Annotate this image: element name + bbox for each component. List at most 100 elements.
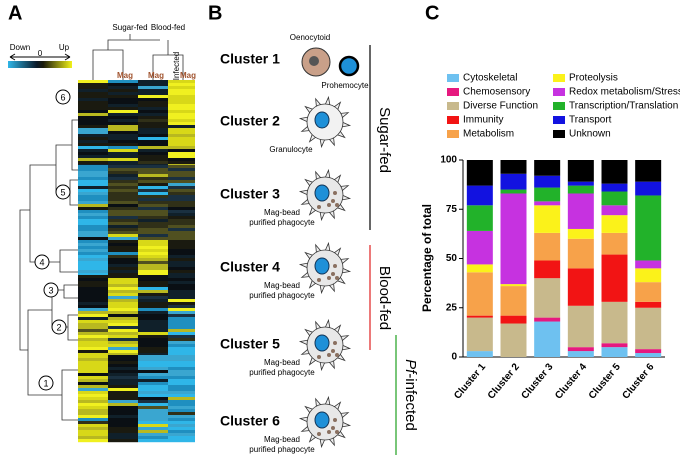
cell-nucleus (314, 334, 330, 352)
legend-swatch (553, 130, 565, 138)
heatmap-stripe (138, 296, 168, 300)
mag-bead (335, 203, 339, 207)
heatmap-stripe (168, 341, 195, 345)
heatmap-stripe (108, 270, 138, 274)
heatmap-stripe (168, 155, 195, 159)
legend-swatch (447, 74, 459, 82)
heatmap-stripe (168, 219, 195, 223)
cluster-diagram: Cluster 1 Cluster 2 Cluster 3 Cluster 4 Clus… (220, 33, 369, 454)
heatmap-stripe (138, 174, 168, 178)
heatmap-stripe (78, 146, 108, 150)
heatmap-stripe (78, 234, 108, 238)
heatmap-stripe (78, 311, 108, 315)
heatmap-stripe (138, 210, 168, 214)
heatmap-stripe (108, 311, 138, 315)
heatmap-stripe (168, 358, 195, 362)
heatmap-stripe (168, 231, 195, 235)
heatmap-stripe (138, 329, 168, 333)
heatmap-stripe (78, 335, 108, 339)
heatmap-stripe (138, 80, 168, 84)
heatmap-stripe (138, 308, 168, 312)
x-tick-label: Cluster 1 (452, 361, 488, 401)
legend-label: Immunity (463, 115, 504, 126)
mag-bead (327, 203, 331, 207)
legend-label: Chemosensory (463, 87, 530, 98)
bar-segment (601, 215, 628, 233)
heatmap-stripe (168, 86, 195, 90)
heatmap-stripe (138, 397, 168, 401)
heatmap-stripe (78, 275, 108, 279)
phagocyte (298, 95, 352, 149)
heatmap-stripe (138, 101, 168, 105)
heatmap-stripe (78, 376, 108, 380)
panel-label: B (208, 2, 222, 24)
heatmap-stripe (108, 83, 138, 87)
heatmap-stripe (168, 140, 195, 144)
legend-label: Cytoskeletal (463, 73, 517, 84)
heatmap-stripe (168, 436, 195, 440)
heatmap-stripe (138, 171, 168, 175)
heatmap-stripe (168, 284, 195, 288)
heatmap-stripe (108, 290, 138, 294)
column-tag: Mag (148, 71, 164, 80)
heatmap-stripe (108, 267, 138, 271)
heatmap-stripe (108, 201, 138, 205)
bar-segment (534, 317, 561, 322)
heatmap-stripe (78, 240, 108, 244)
heatmap-stripe (168, 189, 195, 193)
heatmap-stripe (168, 302, 195, 306)
heatmap-stripe (138, 225, 168, 229)
cell-label: Granulocyte (269, 145, 313, 154)
legend-swatch (553, 74, 565, 82)
heatmap-stripe (108, 246, 138, 250)
heatmap-stripe (168, 406, 195, 410)
cluster-circle (38, 375, 54, 391)
heatmap-stripe (108, 373, 138, 377)
heatmap-stripe (168, 385, 195, 389)
heatmap-stripe (138, 240, 168, 244)
heatmap-stripe (138, 412, 168, 416)
heatmap-stripe (138, 415, 168, 419)
heatmap-stripe (108, 186, 138, 190)
heatmap-stripe (78, 195, 108, 199)
heatmap-stripe (168, 237, 195, 241)
bar-segment (466, 160, 493, 186)
heatmap-stripe (108, 149, 138, 153)
bar-segment (466, 351, 493, 357)
heatmap-stripe (108, 174, 138, 178)
heatmap-stripe (108, 376, 138, 380)
heatmap-stripe (78, 95, 108, 99)
heatmap-stripe (168, 137, 195, 141)
x-tick-label: Cluster 2 (486, 361, 522, 401)
heatmap-stripe (168, 152, 195, 156)
heatmap-stripe (138, 131, 168, 135)
heatmap-stripe (108, 86, 138, 90)
heatmap-stripe (168, 323, 195, 327)
heatmap-stripe (78, 367, 108, 371)
heatmap-stripe (78, 270, 108, 274)
bar-segment (635, 195, 662, 261)
heatmap-stripe (78, 174, 108, 178)
heatmap-stripe (168, 122, 195, 126)
cell-spike (298, 416, 309, 423)
heatmap-stripe (138, 278, 168, 282)
heatmap-stripe (138, 394, 168, 398)
heatmap-stripe (138, 195, 168, 199)
heatmap-stripe (168, 101, 195, 105)
heatmap-stripe (78, 332, 108, 336)
heatmap-stripe (138, 376, 168, 380)
heatmap-stripe (108, 80, 138, 84)
heatmap-stripe (138, 92, 168, 96)
heatmap-stripe (168, 168, 195, 172)
heatmap-stripe (78, 267, 108, 271)
heatmap-stripe (108, 95, 138, 99)
heatmap-stripe (168, 92, 195, 96)
heatmap-stripe (78, 409, 108, 413)
heatmap-stripe (138, 134, 168, 138)
cluster-number: 3 (48, 285, 53, 295)
heatmap-stripe (138, 364, 168, 368)
heatmap-stripe (108, 177, 138, 181)
heatmap-stripe (108, 264, 138, 268)
heatmap-stripe (168, 421, 195, 425)
heatmap-stripe (78, 264, 108, 268)
